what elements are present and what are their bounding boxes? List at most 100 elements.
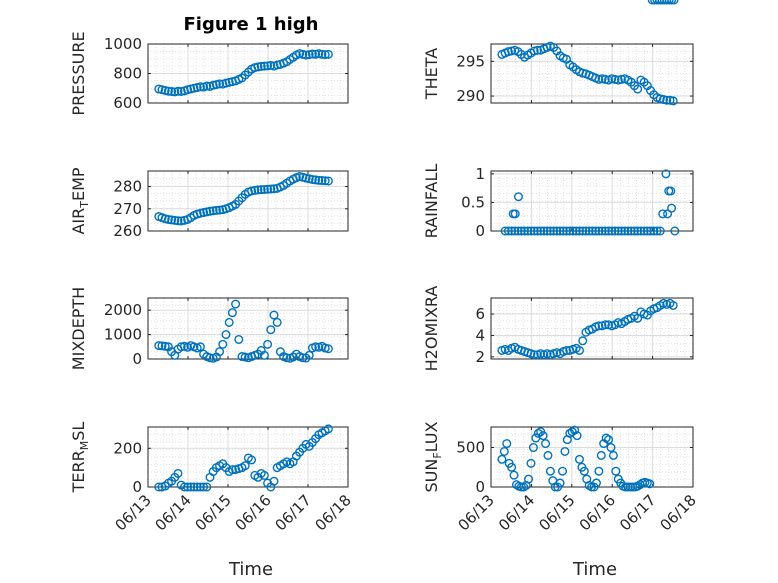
data-point	[221, 330, 231, 340]
data-point	[205, 353, 215, 363]
y-tick-label: 1	[475, 165, 485, 183]
data-point	[173, 216, 183, 226]
data-point	[539, 226, 549, 236]
data-point	[269, 184, 279, 194]
y-tick-label: 1000	[104, 326, 142, 344]
subplot-h2omixra: 2 4 6 H2OMIXRA	[422, 286, 694, 371]
data-point	[578, 226, 588, 236]
data-point	[320, 176, 330, 186]
data-point	[510, 209, 520, 219]
data-point	[507, 226, 517, 236]
data-point	[616, 226, 626, 236]
data-point	[591, 226, 601, 236]
data-point	[323, 176, 333, 186]
data-point	[666, 186, 676, 196]
y-tick-label: 295	[456, 52, 485, 70]
data-point	[234, 334, 244, 344]
data-point	[266, 184, 276, 194]
x-tick-label: 06/16	[576, 491, 619, 534]
y-tick-label: 4	[475, 326, 485, 344]
data-point	[669, 0, 679, 5]
data-point	[645, 479, 655, 489]
axes-box	[490, 297, 694, 360]
data-point	[167, 215, 177, 225]
y-tick-label: 200	[113, 439, 142, 457]
data-point	[596, 450, 606, 460]
data-point	[532, 226, 542, 236]
data-point	[574, 454, 584, 464]
data-point	[231, 299, 241, 309]
data-point	[661, 169, 671, 179]
data-point	[163, 214, 173, 224]
data-point	[301, 50, 311, 60]
y-tick-label: 0.5	[461, 193, 485, 211]
data-point	[323, 49, 333, 59]
data-point	[250, 185, 260, 195]
data-point	[183, 482, 193, 492]
data-point	[538, 431, 548, 441]
data-point	[649, 226, 659, 236]
data-point	[160, 341, 170, 351]
data-point	[195, 482, 205, 492]
data-point	[186, 482, 196, 492]
data-point	[654, 0, 664, 5]
data-point	[606, 443, 616, 453]
data-point	[516, 482, 526, 492]
data-point	[597, 226, 607, 236]
data-point	[652, 226, 662, 236]
data-point	[607, 226, 617, 236]
data-point	[543, 450, 553, 460]
data-point	[215, 205, 225, 215]
data-point	[528, 443, 538, 453]
data-point	[323, 344, 333, 354]
data-point	[227, 308, 237, 318]
data-point	[510, 226, 520, 236]
data-point	[176, 342, 186, 352]
data-point	[263, 61, 273, 71]
data-point	[572, 431, 582, 441]
data-point	[579, 466, 589, 476]
data-point	[587, 226, 597, 236]
data-point	[571, 226, 581, 236]
data-point	[272, 317, 282, 327]
data-point	[502, 439, 512, 449]
data-point	[529, 226, 539, 236]
data-point	[549, 226, 559, 236]
data-point	[529, 350, 539, 360]
data-point	[578, 336, 588, 346]
data-point	[215, 347, 225, 357]
x-tick-label: 06/14	[152, 491, 195, 534]
y-axis-label: SUNFLUX	[422, 421, 444, 492]
data-point	[317, 176, 327, 186]
data-point	[570, 425, 580, 435]
subplot-mixdepth: 0 1000 2000 MIXDEPTH	[69, 287, 349, 370]
data-point	[154, 482, 164, 492]
data-point	[646, 226, 656, 236]
axes-box	[147, 426, 349, 488]
data-point	[192, 482, 202, 492]
data-point	[247, 455, 257, 465]
data-point	[574, 345, 584, 355]
data-point	[195, 82, 205, 92]
data-point	[253, 62, 263, 72]
data-point	[647, 0, 657, 5]
data-point	[558, 226, 568, 236]
data-point	[639, 226, 649, 236]
data-point	[189, 482, 199, 492]
data-point	[611, 466, 621, 476]
data-point	[608, 450, 618, 460]
data-point	[170, 215, 180, 225]
y-tick-label: 0	[475, 222, 485, 240]
data-point	[650, 0, 660, 5]
data-point	[211, 205, 221, 215]
data-point	[658, 209, 668, 219]
data-point	[633, 84, 643, 94]
data-point	[636, 226, 646, 236]
data-point	[256, 61, 266, 71]
data-point	[600, 226, 610, 236]
x-tick-label: 06/15	[192, 491, 235, 534]
y-tick-label: 500	[456, 439, 485, 457]
data-point	[520, 226, 530, 236]
y-tick-label: 290	[456, 87, 485, 105]
